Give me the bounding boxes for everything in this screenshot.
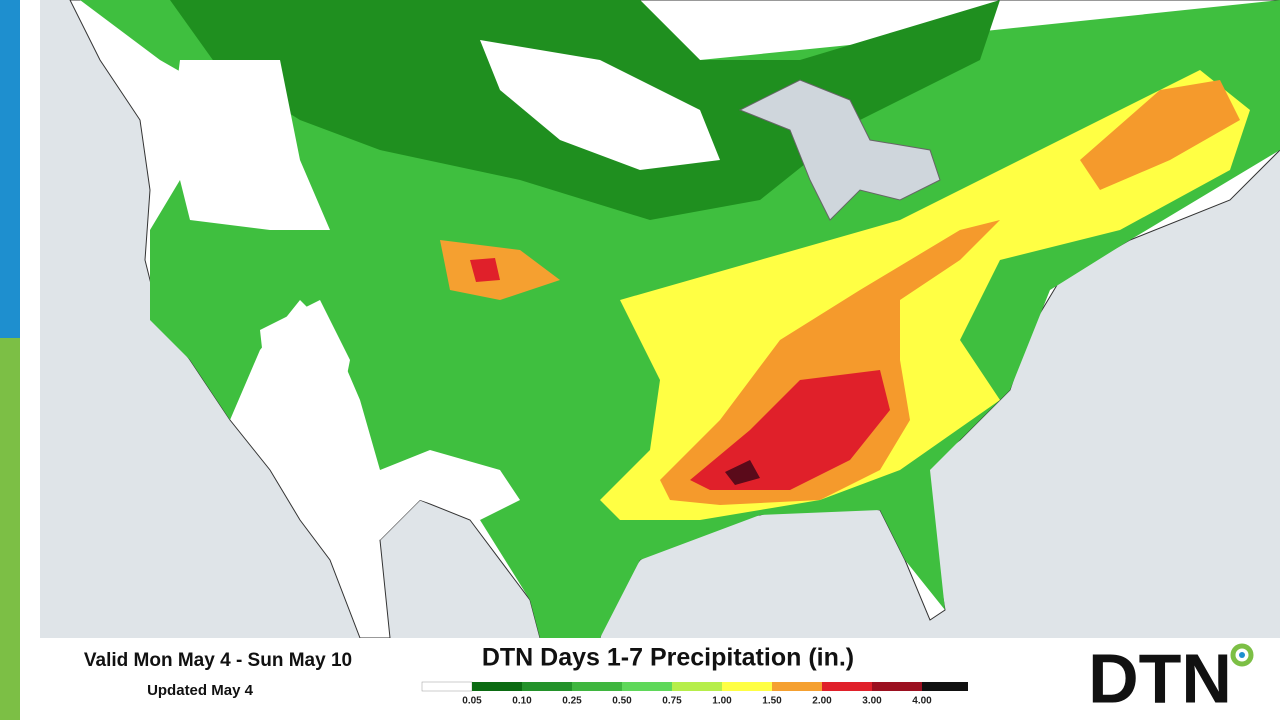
precip-orange: [660, 220, 1000, 505]
legend-swatch: [472, 682, 522, 691]
updated: Updated May 4: [147, 682, 254, 699]
legend-swatch: [572, 682, 622, 691]
legend-tick-label: 1.50: [762, 696, 782, 707]
legend: 0.05 0.10 0.25 0.50 0.75 1.00 1.50 2.00 3.00 4.00: [421, 681, 968, 707]
legend-swatch: [872, 682, 922, 691]
legend-tick-label: 0.25: [562, 696, 582, 707]
precip-max: [725, 460, 760, 485]
legend-swatch: [722, 682, 772, 691]
legend-tick-label: 1.00: [712, 696, 732, 707]
legend-tick-label: 0.10: [512, 696, 532, 707]
legend-swatch: [622, 682, 672, 691]
legend-tick-label: 0.05: [462, 696, 482, 707]
precip-orange-plains: [440, 240, 560, 300]
great-lakes: [738, 79, 941, 221]
side-stripe-blue: [0, 0, 20, 338]
legend-swatch: [822, 682, 872, 691]
side-stripe-green: [0, 338, 20, 720]
legend-tick-label: 0.75: [662, 696, 682, 707]
logo: DTN: [1088, 639, 1232, 717]
legend-title: DTN Days 1-7 Precipitation (in.): [482, 644, 854, 672]
legend-tick-label: 3.00: [862, 696, 882, 707]
precip-red-plains: [470, 258, 500, 282]
legend-tick-label: 0.50: [612, 696, 632, 707]
legend-swatch: [922, 682, 968, 691]
legend-swatch: [772, 682, 822, 691]
footer: [40, 638, 1280, 720]
dry-southwest: [260, 300, 520, 540]
valid-range: Valid Mon May 4 - Sun May 10: [84, 650, 352, 671]
legend-swatch: [672, 682, 722, 691]
legend-swatch: [522, 682, 572, 691]
dry-northwest: [170, 60, 330, 230]
legend-tick-label: 4.00: [912, 696, 932, 707]
logo-ring: [1230, 643, 1254, 667]
precip-red: [690, 370, 890, 490]
legend-tick-label: 2.00: [812, 696, 832, 707]
legend-swatch: [421, 681, 473, 692]
precip-orange-northeast: [1080, 80, 1240, 190]
logo-dot: [1239, 652, 1245, 658]
map: [40, 0, 1280, 639]
dry-area: [480, 40, 720, 170]
